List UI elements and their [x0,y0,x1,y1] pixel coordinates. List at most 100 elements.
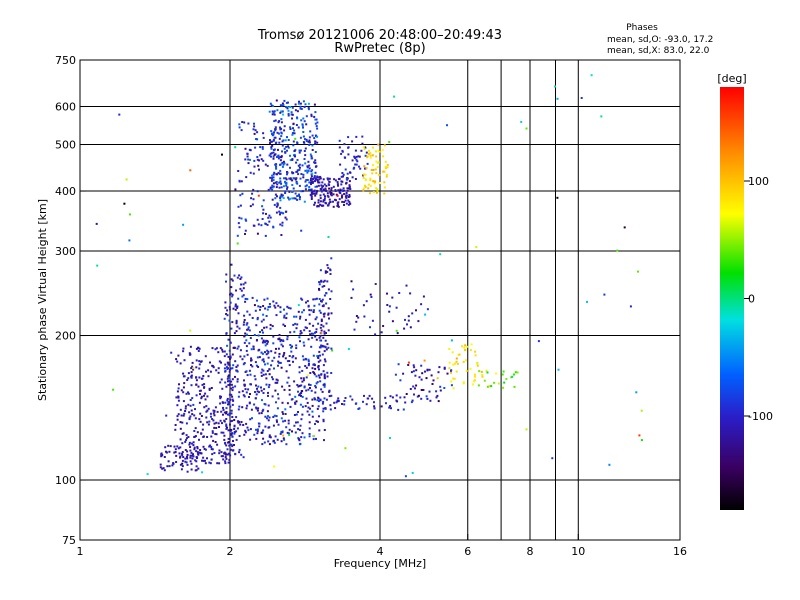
data-point [243,319,246,321]
data-point [367,183,370,186]
data-point [196,447,199,450]
data-point [367,187,370,190]
data-point [281,144,284,147]
data-point [187,377,190,380]
data-point [322,370,325,373]
data-point [281,411,284,414]
data-point [320,318,323,321]
data-point [300,384,303,387]
data-point [322,200,325,203]
data-point [312,311,315,313]
data-point [224,452,227,455]
data-point [217,422,220,425]
data-point [296,421,299,424]
data-point [293,154,295,157]
data-point [288,355,291,357]
data-point [209,462,212,465]
data-point [323,315,326,318]
data-point [364,173,367,176]
data-point [305,184,308,187]
data-point [257,223,260,226]
data-point [266,308,269,311]
data-point [192,367,195,370]
data-point [228,376,231,379]
data-point [328,180,331,183]
data-point [227,384,230,386]
data-point [317,396,320,399]
data-point [293,330,296,333]
data-point [327,266,330,269]
data-point [271,378,274,381]
data-point [325,202,328,205]
data-point [213,426,216,429]
data-point [314,331,316,334]
data-point [469,349,472,352]
data-point [352,167,355,170]
data-point [189,345,192,348]
data-point [184,405,187,408]
data-point [223,438,226,441]
data-point [388,305,391,308]
data-point [382,325,385,327]
data-point [279,199,282,202]
data-point [209,412,212,415]
data-point [222,406,224,409]
data-point [302,117,305,120]
data-point [453,377,456,380]
data-point [284,180,286,183]
data-point [293,132,296,135]
data-point [343,201,346,204]
data-point [314,176,317,179]
data-point [314,118,317,121]
data-point [301,432,304,435]
data-point [317,181,320,184]
data-point [364,167,366,170]
data-point [225,423,228,426]
data-point [403,327,406,330]
data-point [225,385,228,388]
data-point [497,382,500,385]
data-point [342,175,344,178]
data-point [371,319,374,322]
data-point [186,470,189,473]
data-point [369,192,371,195]
data-point [222,413,224,416]
data-point [374,168,377,171]
data-point [276,420,278,423]
data-point [273,113,276,116]
data-point [166,465,169,468]
data-point [208,420,211,423]
data-point [226,368,229,370]
data-point [375,187,378,190]
data-point [295,400,298,403]
data-point [284,419,287,422]
data-point [311,180,314,183]
data-point [178,383,180,386]
data-point [307,304,310,307]
data-point [112,388,115,391]
data-point [481,374,484,377]
data-point [267,394,269,397]
data-point [243,383,246,386]
data-point [286,107,289,110]
data-point [279,163,282,166]
data-point [285,317,288,320]
data-point [319,269,322,272]
data-point [214,348,217,351]
data-point [251,417,253,420]
data-point [314,385,317,387]
data-point [202,445,205,448]
data-point [425,395,428,398]
data-point [378,182,381,184]
data-point [373,407,376,410]
data-point [198,363,201,366]
data-point [233,332,236,335]
data-point [337,178,340,181]
data-point [323,279,326,282]
data-point [308,433,311,435]
data-point [204,392,207,395]
data-point [315,375,318,378]
data-point [222,431,225,434]
data-point [268,416,271,419]
data-point [298,149,301,152]
